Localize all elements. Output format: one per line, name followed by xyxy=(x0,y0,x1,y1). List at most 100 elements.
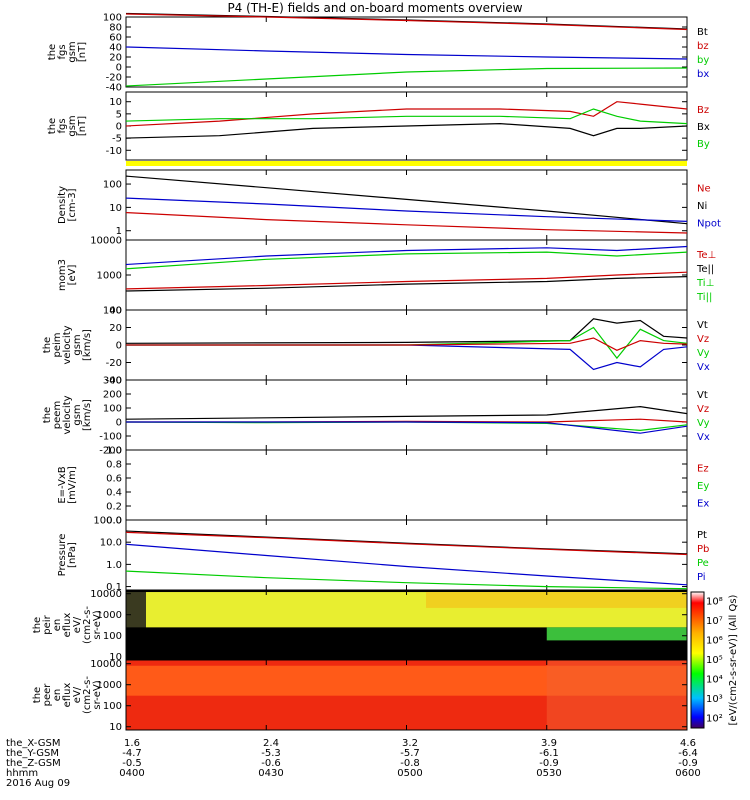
legend-entry: Pe xyxy=(697,558,709,569)
ytick-label: 0.0 xyxy=(106,516,122,527)
footer-value: -5.3 xyxy=(261,748,281,759)
ytick-label: 100 xyxy=(103,404,122,415)
ylabel-line: [km/s] xyxy=(82,399,93,431)
footer-value: 3.9 xyxy=(541,738,557,749)
series-line-Bx xyxy=(125,122,688,139)
ytick-label: 100 xyxy=(103,13,122,24)
ytick-label: 5 xyxy=(116,109,122,120)
legend-entry: Bx xyxy=(697,122,710,133)
ylabel-line: Density xyxy=(57,186,68,224)
ylabel-line: eV/ xyxy=(72,616,83,633)
legend-entry: Ne xyxy=(697,184,711,195)
footer-value: 0430 xyxy=(258,768,284,779)
ytick-label: 0 xyxy=(116,341,122,352)
series-line-Ne xyxy=(125,212,688,234)
ylabel-line: mom3 xyxy=(57,259,68,291)
ytick-label: 10000 xyxy=(90,589,122,600)
chart-title: P4 (TH-E) fields and on-board moments ov… xyxy=(227,1,523,15)
legend-entry: Bt xyxy=(697,27,708,38)
ytick-label: 0.4 xyxy=(106,488,122,499)
footer-value: -0.6 xyxy=(261,758,281,769)
footer-value: 4.6 xyxy=(680,738,696,749)
legend-entry: Pb xyxy=(697,544,709,555)
footer-value: -0.8 xyxy=(400,758,420,769)
ylabel-line: gsm xyxy=(67,115,78,136)
series-line-Pt xyxy=(125,530,688,555)
ylabel-line: E=-VxB xyxy=(57,466,68,503)
spectrogram-band-high xyxy=(546,660,687,730)
ytick-label: 40 xyxy=(109,43,122,54)
ytick-label: 10000 xyxy=(90,236,122,247)
ylabel-line: the xyxy=(42,337,53,353)
series-line-Ni xyxy=(125,175,688,225)
ytick-label: 1000 xyxy=(97,680,122,691)
legend-entry: Vx xyxy=(697,362,710,373)
ytick-label: 10 xyxy=(109,97,122,108)
colorbar-tick-label: 10⁸ xyxy=(706,597,723,608)
series-line-bx xyxy=(125,46,688,60)
footer-value: 0400 xyxy=(119,768,145,779)
footer-value: 0600 xyxy=(675,768,701,779)
ylabel-line: [eV] xyxy=(67,265,78,286)
panel-peir_eflux: 10 100 1000 10000 the peir en eflux eV/(cm2-s-sr… xyxy=(32,589,688,663)
ytick-label: 0.1 xyxy=(106,582,122,593)
ytick-label: 100 xyxy=(103,180,122,191)
legend-entry: Ti|| xyxy=(696,292,712,303)
spectrogram-band-green xyxy=(546,627,687,641)
legend-entry: bz xyxy=(697,41,709,52)
ytick-label: 100 xyxy=(103,701,122,712)
spectrogram-band-high xyxy=(426,592,687,608)
ylabel-line: [mV/m] xyxy=(67,466,78,504)
ytick-label: 0.6 xyxy=(106,474,122,485)
legend-entry: Vz xyxy=(697,404,709,415)
yellow-bar xyxy=(126,161,687,166)
ylabel-line: (cm2-s- xyxy=(82,606,93,644)
ytick-label: 0 xyxy=(116,122,122,133)
panel-fgs_gsm_zoom: -10-50 510 the fgs gsm [nT] Bz Bx By xyxy=(47,91,710,161)
ytick-label: 10 xyxy=(109,203,122,214)
footer-value: -6.1 xyxy=(539,748,559,759)
series-line-by xyxy=(125,67,688,87)
panel-density: 1 10 100 Density [cm-3] Ne Ni Npot xyxy=(57,169,721,241)
legend-entry: Vt xyxy=(697,390,708,401)
legend-entry: Ex xyxy=(697,499,709,510)
colorbar-tick-label: 10⁷ xyxy=(706,616,723,627)
panel-efield: 0.0 0.2 0.4 0.6 0.8 1.0 E=-VxB [mV/m] Ez Ey Ex xyxy=(57,446,709,527)
legend-entry: Pt xyxy=(697,530,707,541)
series-line-Vz xyxy=(126,337,688,351)
footer-date: 2016 Aug 09 xyxy=(6,778,71,789)
panel-peer_eflux: 10 100 1000 10000 the peer en eflux eV/(cm2-s-sr… xyxy=(32,659,688,733)
ylabel-line: gsm xyxy=(72,334,83,355)
legend-entry: by xyxy=(697,55,709,66)
colorbar-tick-label: 10⁶ xyxy=(706,636,723,647)
ylabel-line: velocity xyxy=(62,325,73,364)
ytick-label: -40 xyxy=(106,376,122,387)
series-line-Vt xyxy=(125,405,688,420)
series-line-Bz xyxy=(125,101,688,127)
ylabel-line: the xyxy=(32,687,43,703)
series-line-By xyxy=(125,108,688,125)
panel-frame xyxy=(125,449,688,521)
footer-value: -0.9 xyxy=(539,758,559,769)
legend-entry: Te|| xyxy=(696,264,714,275)
ylabel-line: gsm xyxy=(72,404,83,425)
ytick-label: 1.0 xyxy=(106,446,122,457)
footer-label-hhmm: hhmm xyxy=(6,768,39,779)
panel-temperature: 100 1000 10000 mom3 [eV] Te⊥ Te|| Ti⊥ Ti|| xyxy=(57,236,716,317)
ytick-label: 60 xyxy=(109,33,122,44)
ytick-label: 20 xyxy=(109,53,122,64)
legend-entry: Vt xyxy=(697,320,708,331)
series-line-Vx xyxy=(126,344,688,371)
ytick-label: 0.8 xyxy=(106,460,122,471)
ylabel-line: peer xyxy=(42,683,53,707)
footer-value: -0.5 xyxy=(122,758,142,769)
ylabel-line: eflux xyxy=(62,683,73,708)
legend-entry: Ez xyxy=(697,464,709,475)
ylabel-line: [nT] xyxy=(77,116,88,136)
colorbar-label: [eV/(cm2-s-sr-eV)] (All Qs) xyxy=(728,594,739,725)
ylabel-line: the xyxy=(47,118,58,134)
colorbar-tick-label: 10³ xyxy=(706,694,723,705)
ytick-label: -100 xyxy=(99,432,122,443)
series-line-Vx xyxy=(126,421,688,434)
